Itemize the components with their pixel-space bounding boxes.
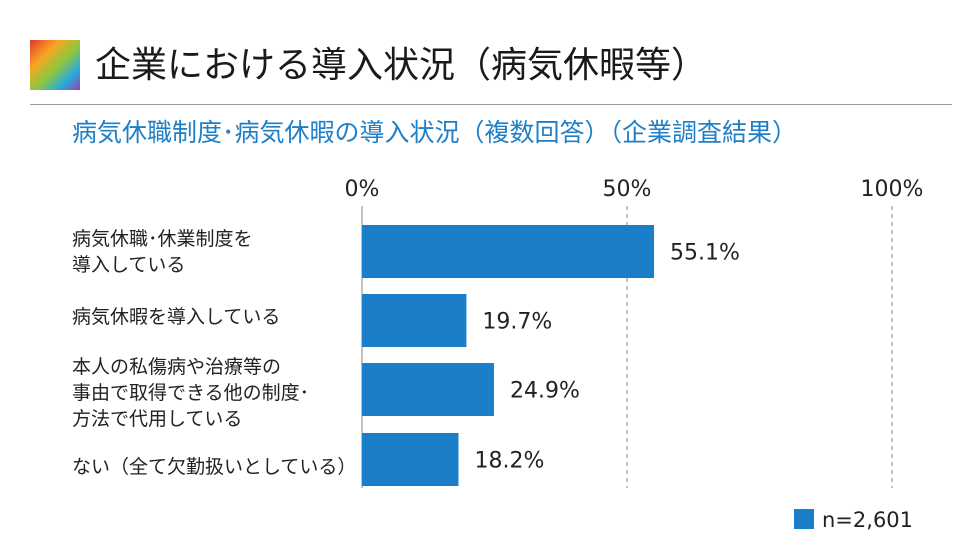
value-label-2: 24.9% xyxy=(510,379,580,404)
brand-logo xyxy=(30,40,80,90)
legend-swatch xyxy=(794,509,814,529)
chart-title: 病気休職制度･病気休暇の導入状況（複数回答）（企業調査結果） xyxy=(72,118,798,147)
bar-2 xyxy=(362,363,494,416)
tick-label-50: 50% xyxy=(603,177,652,202)
legend-label: n=2,601 xyxy=(822,508,913,532)
category-label-3-0: ない（全て欠勤扱いとしている） xyxy=(72,456,356,478)
category-label-2-2: 方法で代用している xyxy=(72,408,242,430)
value-label-1: 19.7% xyxy=(482,310,552,335)
category-label-2-1: 事由で取得できる他の制度･ xyxy=(72,382,309,404)
category-label-0-0: 病気休職･休業制度を xyxy=(72,228,253,250)
value-label-0: 55.1% xyxy=(670,241,740,266)
value-label-3: 18.2% xyxy=(474,449,544,474)
tick-label-0: 0% xyxy=(345,177,380,202)
tick-label-100: 100% xyxy=(861,177,924,202)
bar-3 xyxy=(362,433,459,486)
category-label-1-0: 病気休暇を導入している xyxy=(72,306,280,328)
page-title: 企業における導入状況（病気休暇等） xyxy=(95,45,708,86)
category-label-0-1: 導入している xyxy=(72,254,185,276)
bar-1 xyxy=(362,294,467,347)
title-divider xyxy=(30,104,952,105)
category-label-2-0: 本人の私傷病や治療等の xyxy=(72,356,281,378)
bar-0 xyxy=(362,225,655,278)
